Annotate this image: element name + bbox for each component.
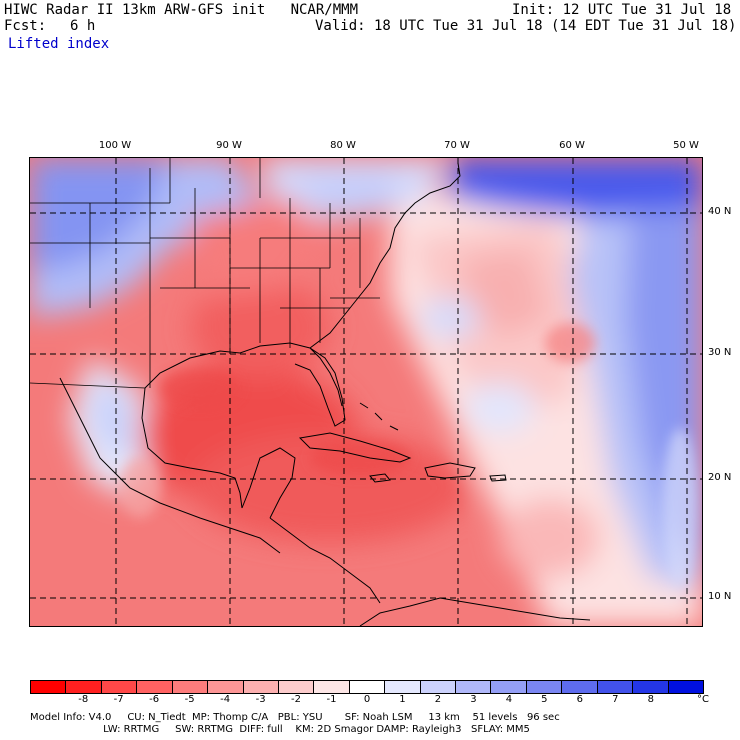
colorbar-tick-label: 5 bbox=[541, 694, 548, 705]
colorbar-tick-label: -8 bbox=[78, 694, 89, 705]
lat-label-30n: 30 N bbox=[708, 347, 732, 358]
lon-label-70w: 70 W bbox=[444, 140, 470, 151]
colorbar-tick-label: -3 bbox=[255, 694, 266, 705]
lon-label-80w: 80 W bbox=[330, 140, 356, 151]
lon-label-100w: 100 W bbox=[98, 140, 132, 151]
colorbar-swatch bbox=[278, 681, 315, 693]
colorbar-swatch bbox=[491, 681, 527, 693]
colorbar-tick-label: 8 bbox=[647, 694, 654, 705]
colorbar-swatch bbox=[420, 681, 457, 693]
colorbar-swatch bbox=[597, 681, 634, 693]
colorbar-tick-label: 3 bbox=[470, 694, 477, 705]
forecast-label: Fcst: bbox=[4, 18, 47, 34]
lat-label-20n: 20 N bbox=[708, 472, 732, 483]
lon-label-90w: 90 W bbox=[216, 140, 242, 151]
model-info-line-1: Model Info: V4.0 CU: N_Tiedt MP: Thomp C… bbox=[30, 712, 560, 723]
model-info-line-2: LW: RRTMG SW: RRTMG DIFF: full KM: 2D Sm… bbox=[30, 724, 530, 735]
colorbar-swatch bbox=[314, 681, 350, 693]
colorbar-swatch bbox=[668, 681, 704, 693]
colorbar-swatch bbox=[172, 681, 209, 693]
colorbar-swatch bbox=[243, 681, 279, 693]
colorbar-tick-label: -6 bbox=[149, 694, 160, 705]
lat-label-10n: 10 N bbox=[708, 591, 732, 602]
lon-label-60w: 60 W bbox=[559, 140, 585, 151]
colorbar-swatch bbox=[633, 681, 669, 693]
colorbar-swatch bbox=[31, 681, 67, 693]
colorbar-tick-label: -4 bbox=[220, 694, 231, 705]
colorbar-tick-label: 7 bbox=[612, 694, 619, 705]
lon-label-50w: 50 W bbox=[673, 140, 699, 151]
lifted-index-map bbox=[29, 157, 703, 627]
colorbar-swatch bbox=[562, 681, 598, 693]
colorbar-tick-label: 6 bbox=[576, 694, 584, 705]
lat-label-40n: 40 N bbox=[708, 206, 732, 217]
graticule bbox=[30, 158, 702, 626]
colorbar-tick-label: 0 bbox=[363, 694, 371, 705]
init-time: Init: 12 UTC Tue 31 Jul 18 bbox=[512, 2, 732, 18]
colorbar-tick-label: -5 bbox=[184, 694, 195, 705]
forecast-hours: 6 h bbox=[70, 18, 96, 34]
colorbar-tick-label: 4 bbox=[505, 694, 513, 705]
colorbar-swatch bbox=[349, 681, 386, 693]
field-name: Lifted index bbox=[8, 36, 110, 52]
colorbar-swatch bbox=[66, 681, 102, 693]
colorbar-swatch bbox=[456, 681, 492, 693]
state-borders bbox=[30, 158, 380, 389]
chart-title: HIWC Radar II 13km ARW-GFS init NCAR/MMM bbox=[4, 2, 359, 18]
colorbar-tick-label: -1 bbox=[326, 694, 337, 705]
colorbar-tick-label: 1 bbox=[399, 694, 406, 705]
colorbar-swatch bbox=[526, 681, 563, 693]
colorbar-tick-label: -7 bbox=[113, 694, 124, 705]
colorbar-tick-label: -2 bbox=[291, 694, 302, 705]
colorbar-swatch bbox=[208, 681, 244, 693]
colorbar-swatch bbox=[137, 681, 173, 693]
colorbar-tick-label: 2 bbox=[434, 694, 442, 705]
lifted-index-colorbar bbox=[30, 680, 704, 694]
colorbar-unit: °C bbox=[697, 694, 709, 705]
colorbar-swatch bbox=[385, 681, 421, 693]
valid-time: Valid: 18 UTC Tue 31 Jul 18 (14 EDT Tue … bbox=[315, 18, 737, 34]
map-canvas bbox=[30, 158, 702, 626]
colorbar-swatch bbox=[101, 681, 138, 693]
